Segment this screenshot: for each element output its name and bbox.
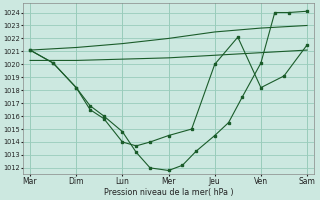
X-axis label: Pression niveau de la mer( hPa ): Pression niveau de la mer( hPa )	[104, 188, 233, 197]
